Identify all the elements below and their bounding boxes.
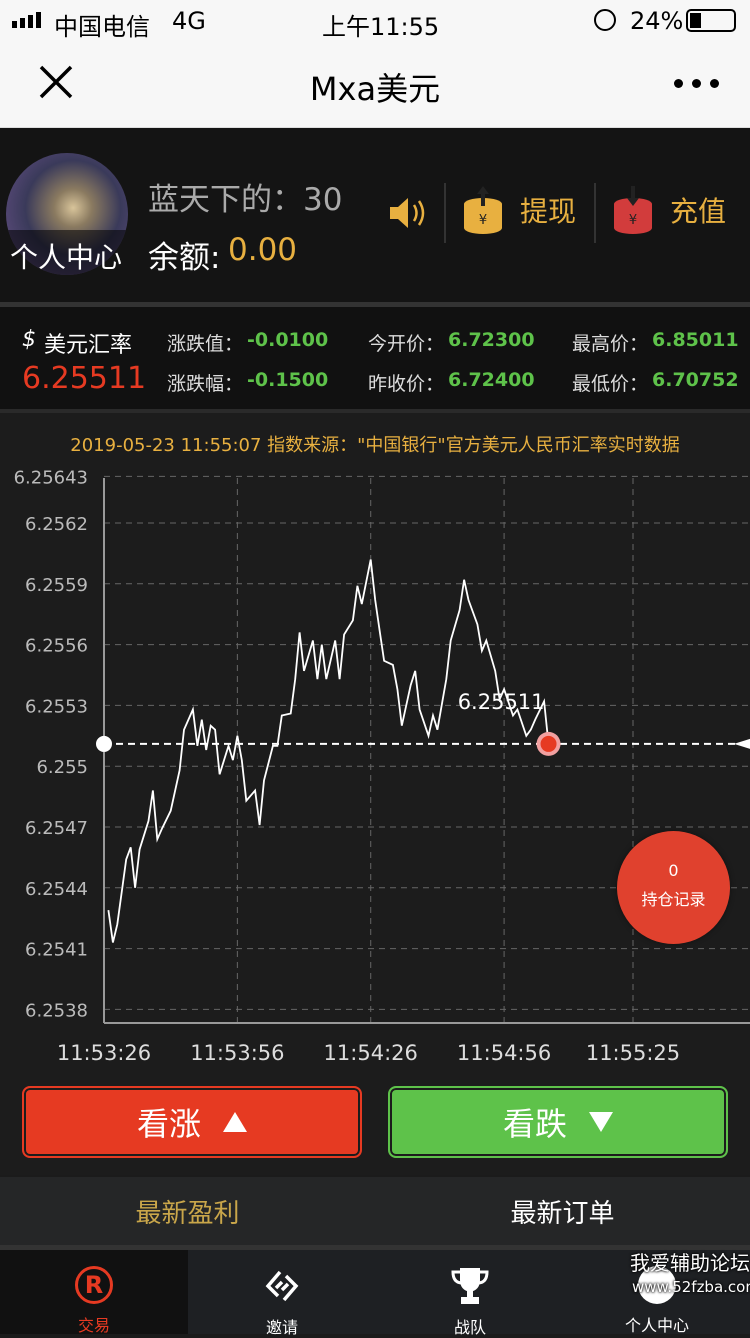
watermark-url: www.52fzba.com: [632, 1278, 750, 1296]
y-tick-label: 6.2556: [25, 636, 88, 657]
close-icon[interactable]: [38, 64, 74, 100]
nav-team[interactable]: 战队: [376, 1250, 564, 1337]
current-rate: 6.25511: [22, 361, 147, 396]
x-tick-label: 11:53:56: [190, 1041, 284, 1065]
withdraw-label: 提现: [520, 195, 577, 228]
open-label: 今开价：: [368, 333, 445, 355]
x-tick-label: 11:55:25: [586, 1041, 680, 1065]
x-tick-label: 11:54:26: [324, 1041, 418, 1065]
nav-trade[interactable]: R 交易: [0, 1250, 188, 1335]
y-tick-label: 6.25643: [14, 467, 88, 488]
current-price-label: 6.25511: [458, 690, 545, 714]
nav-profile-label: 个人中心: [624, 1316, 689, 1335]
svg-text:¥: ¥: [629, 213, 637, 228]
user-icon: [638, 1266, 676, 1304]
buy-down-label: 看跌: [502, 1105, 567, 1143]
y-tick-label: 6.2547: [25, 818, 88, 839]
buy-up-label: 看涨: [136, 1105, 201, 1143]
change-value: -0.0100: [247, 329, 329, 351]
y-tick-label: 6.2544: [25, 879, 88, 900]
low-value: 6.70752: [652, 369, 739, 391]
positions-button[interactable]: 0 持仓记录: [617, 831, 730, 944]
price-line: [107, 559, 550, 943]
triangle-down-icon: [589, 1112, 613, 1132]
nav-profile[interactable]: 个人中心: [564, 1250, 750, 1335]
y-tick-label: 6.2538: [25, 1000, 88, 1021]
balance-value: 0.00: [228, 232, 298, 268]
withdraw-button[interactable]: ¥ 提现: [462, 186, 576, 234]
battery-icon: [686, 9, 736, 32]
y-tick-label: 6.2562: [25, 514, 88, 535]
pct-label: 涨跌幅：: [167, 373, 244, 395]
current-point-dot: [540, 735, 557, 752]
y-tick-label: 6.2559: [25, 575, 88, 596]
username: 蓝天下的：30: [148, 182, 343, 218]
x-tick-label: 11:54:56: [457, 1041, 551, 1065]
nav-bar: Mxa美元: [0, 40, 750, 128]
nav-invite-label: 邀请: [265, 1318, 298, 1337]
y-tick-label: 6.2541: [25, 940, 88, 961]
price-chart[interactable]: 6.25643 6.2562 6.2559 6.2556 6.2553 6.255 6.25…: [0, 413, 750, 1075]
speaker-icon[interactable]: [388, 196, 426, 234]
low-label: 最低价：: [572, 373, 649, 395]
watermark: 我爱辅助论坛: [630, 1251, 750, 1275]
x-tick-label: 11:53:26: [57, 1041, 151, 1065]
page-title: Mxa美元: [309, 70, 441, 108]
nav-team-label: 战队: [453, 1318, 486, 1337]
tab-latest-orders[interactable]: 最新订单: [510, 1199, 615, 1229]
high-value: 6.85011: [652, 329, 739, 351]
rates-title: 美元汇率: [44, 333, 133, 358]
positions-count: 0: [668, 861, 679, 880]
tab-latest-profit[interactable]: 最新盈利: [135, 1199, 240, 1229]
tabs: 最新盈利 最新订单: [0, 1177, 750, 1245]
carrier: 中国电信: [54, 13, 150, 41]
nav-trade-label: 交易: [77, 1316, 110, 1335]
prev-label: 昨收价：: [368, 373, 445, 395]
buy-down-button[interactable]: 看跌: [388, 1086, 728, 1158]
high-label: 最高价：: [572, 333, 649, 355]
avatar-label[interactable]: 个人中心: [10, 241, 123, 274]
source-text: 2019-05-23 11:55:07 指数来源："中国银行"官方美元人民币汇率…: [70, 435, 680, 456]
battery-percent: 24%: [630, 7, 684, 35]
change-label: 涨跌值：: [167, 333, 244, 355]
status-bar: 中国电信 4G 上午11:55 24%: [0, 0, 750, 41]
y-tick-label: 6.255: [36, 757, 88, 778]
buy-up-button[interactable]: 看涨: [22, 1086, 362, 1158]
withdraw-icon: ¥: [464, 186, 502, 234]
triangle-up-icon: [223, 1112, 247, 1132]
balance-label: 余额:: [148, 240, 221, 276]
recharge-icon: ¥: [614, 186, 652, 234]
rates-panel: $ 美元汇率 6.25511 涨跌值： -0.0100 涨跌幅： -0.1500…: [0, 307, 750, 409]
positions-label: 持仓记录: [641, 890, 706, 909]
user-header: 个人中心 蓝天下的：30 余额: 0.00 ¥ 提现 ¥ 充值: [0, 128, 750, 302]
current-price-start-dot: [96, 735, 112, 752]
svg-text:¥: ¥: [479, 213, 487, 228]
avatar[interactable]: [6, 153, 128, 275]
dollar-icon: $: [22, 327, 36, 352]
recharge-button[interactable]: ¥ 充值: [612, 186, 726, 234]
signal-icon: [12, 12, 41, 28]
recharge-label: 充值: [670, 195, 727, 228]
rotation-lock-icon: [594, 9, 616, 31]
prev-value: 6.72400: [448, 369, 535, 391]
y-tick-label: 6.2553: [25, 696, 88, 717]
registered-icon: R: [75, 1266, 113, 1304]
link-icon: [265, 1270, 299, 1302]
current-price-arrow: [734, 738, 750, 749]
pct-value: -0.1500: [247, 369, 329, 391]
clock: 上午11:55: [322, 13, 440, 41]
open-value: 6.72300: [448, 329, 535, 351]
trophy-icon: [451, 1268, 489, 1304]
network: 4G: [172, 7, 206, 35]
nav-invite[interactable]: 邀请: [188, 1250, 376, 1337]
more-dots-icon[interactable]: [674, 79, 719, 88]
